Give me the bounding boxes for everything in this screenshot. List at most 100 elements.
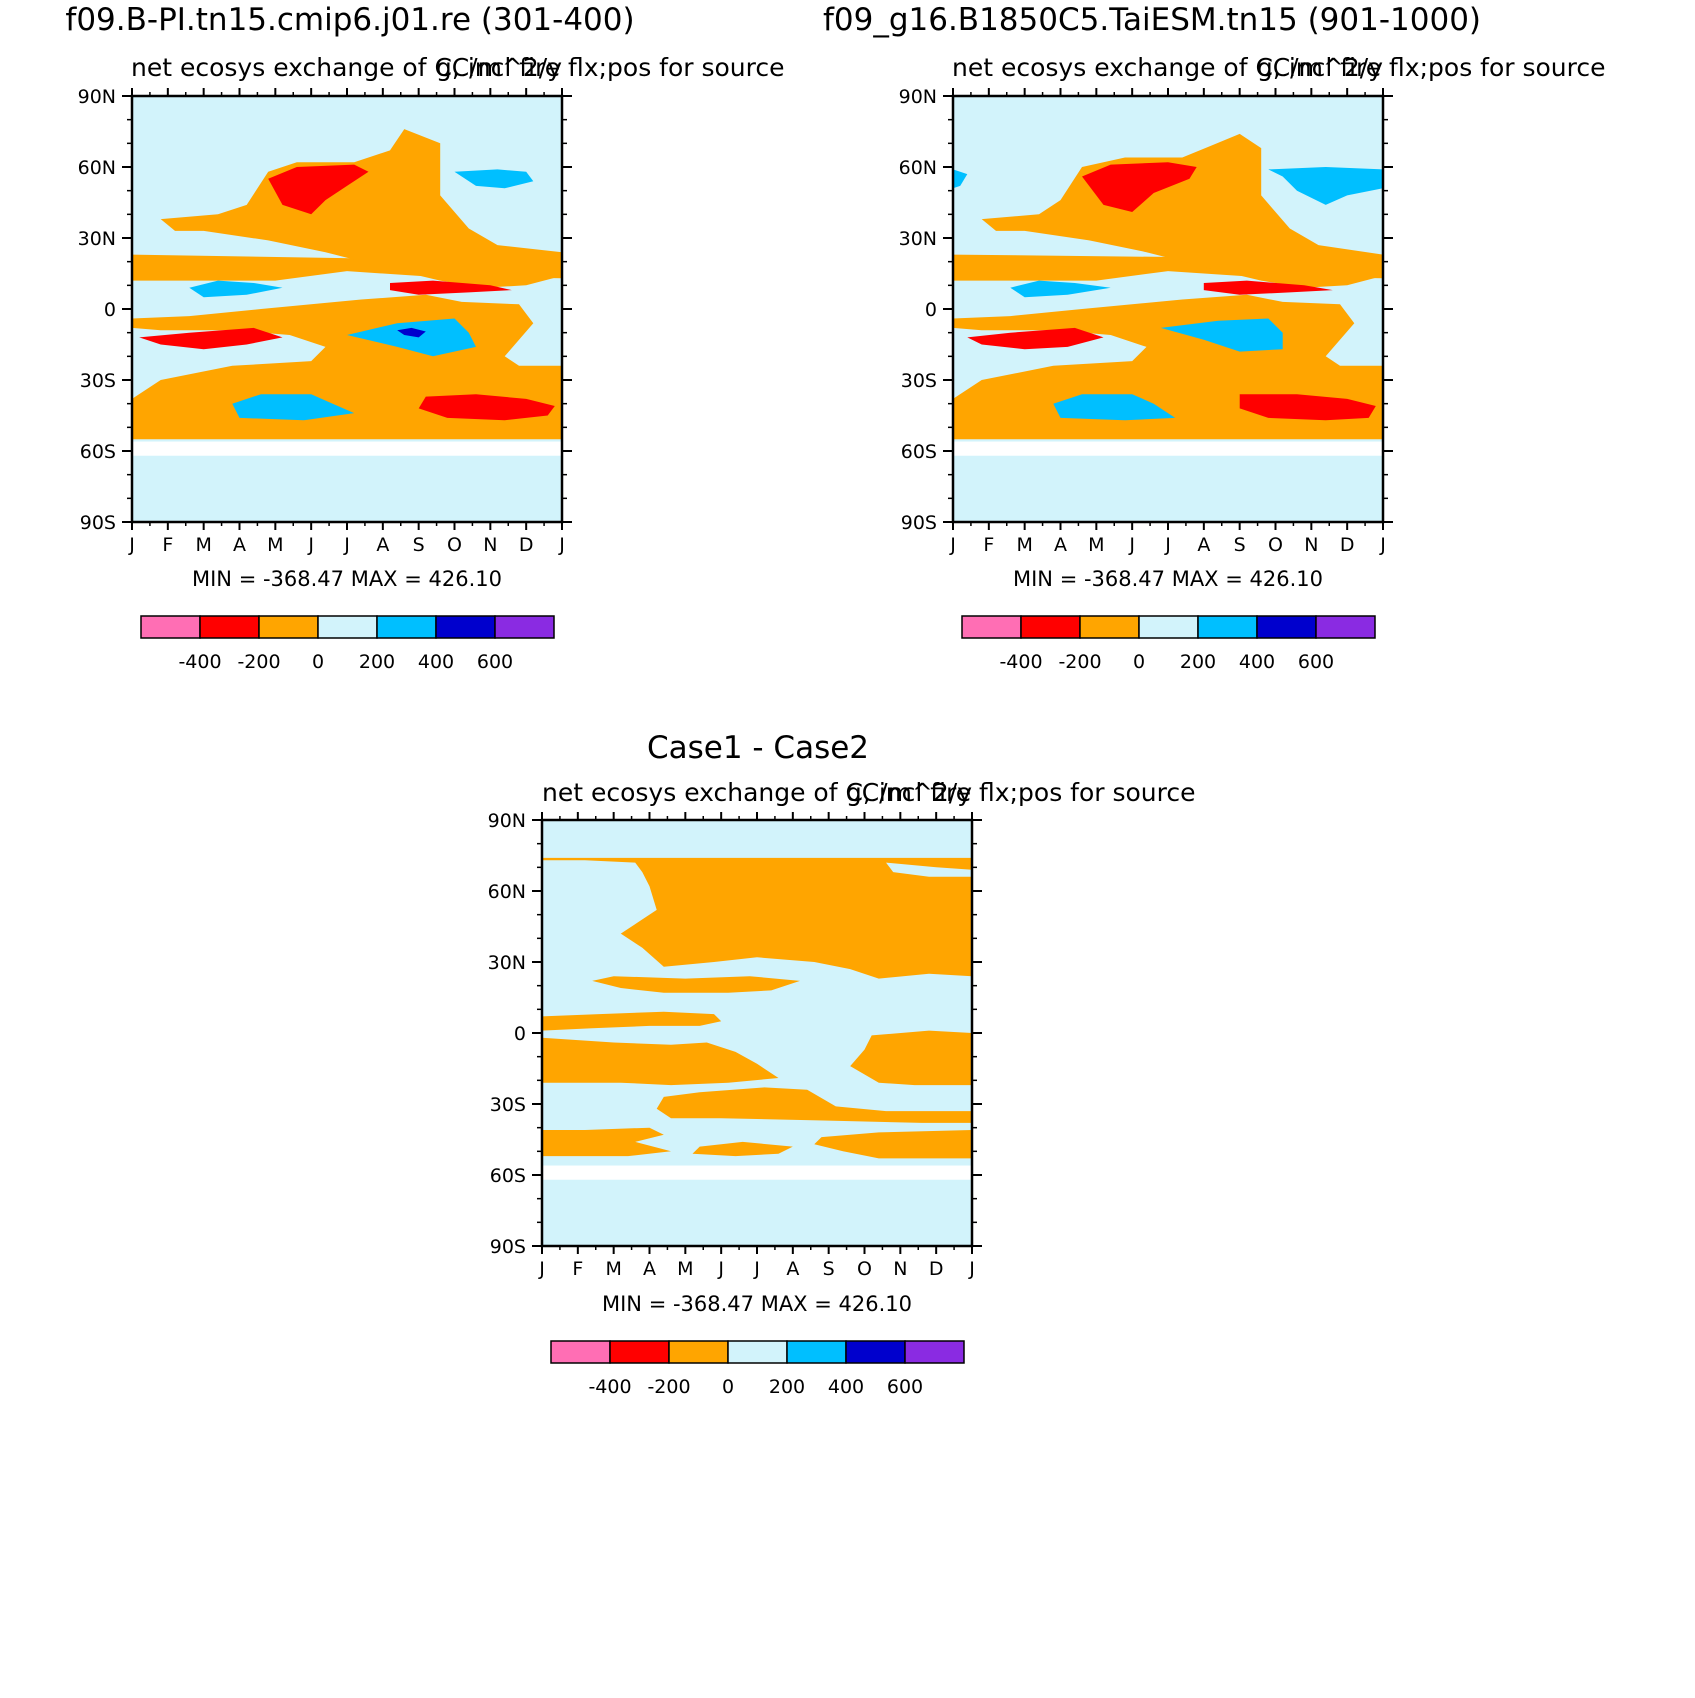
colorbar-swatch: [435, 615, 496, 639]
y-tick-label: 90N: [899, 86, 937, 108]
colorbar-label: 400: [1239, 651, 1275, 673]
variable-long-name: net ecosys exchange of C, incl fire flx;…: [542, 778, 1196, 807]
y-tick-label: 0: [514, 1023, 526, 1045]
x-tick-label: J: [1164, 534, 1171, 556]
contour-region: [886, 862, 972, 877]
min-max-stats: MIN = -368.47 MAX = 426.10: [1013, 567, 1323, 591]
colorbar-label: 600: [477, 651, 513, 673]
x-tick-label: N: [1304, 534, 1318, 556]
colorbar-label: 0: [312, 651, 324, 673]
panel-title: f09.B-PI.tn15.cmip6.j01.re (301-400): [65, 2, 634, 38]
y-tick-label: 0: [925, 299, 937, 321]
x-tick-label: M: [195, 534, 211, 556]
colorbar-label: 200: [769, 1376, 805, 1398]
variable-long-name: net ecosys exchange of C, incl fire flx;…: [131, 53, 785, 82]
colorbar-label: -200: [237, 651, 280, 673]
x-tick-label: D: [519, 534, 534, 556]
x-tick-label: S: [823, 1258, 835, 1280]
colorbar-label: 600: [887, 1376, 923, 1398]
contour-region: [1268, 167, 1383, 205]
x-tick-label: S: [413, 534, 425, 556]
x-tick-label: O: [1268, 534, 1283, 556]
panel-difference: Case1 - Case2 net ecosys exchange of C, …: [488, 730, 1196, 1398]
x-tick-label: J: [128, 534, 135, 556]
x-tick-label: F: [162, 534, 173, 556]
contour-region: [542, 1011, 722, 1031]
x-tick-label: O: [447, 534, 462, 556]
panel-case1: f09.B-PI.tn15.cmip6.j01.re (301-400) net…: [65, 2, 784, 673]
contour-region: [232, 394, 355, 421]
missing-data-band: [953, 441, 1383, 456]
colorbar-label: -400: [999, 651, 1042, 673]
contour-region: [542, 1037, 779, 1086]
panel-case2: f09_g16.B1850C5.TaiESM.tn15 (901-1000) n…: [823, 2, 1606, 673]
contour-region: [542, 895, 636, 939]
panel-title: f09_g16.B1850C5.TaiESM.tn15 (901-1000): [823, 2, 1481, 38]
contour-region: [268, 164, 369, 215]
y-tick-label: 30S: [80, 370, 116, 392]
x-tick-label: J: [717, 1258, 724, 1280]
y-tick-label: 60N: [488, 881, 526, 903]
colorbar-label: 200: [359, 651, 395, 673]
colorbar: -400 -200 0 200 400 600: [550, 1340, 965, 1398]
contour-region: [981, 133, 1383, 288]
colorbar-swatch: [140, 615, 201, 639]
x-tick-label: F: [572, 1258, 583, 1280]
contour-region: [542, 1127, 671, 1157]
contour-region: [814, 1130, 972, 1159]
y-tick-label: 90S: [490, 1236, 526, 1258]
colorbar-swatch: [609, 1340, 670, 1364]
x-tick-label: M: [605, 1258, 621, 1280]
colorbar-label: -400: [178, 651, 221, 673]
y-tick-label: 0: [104, 299, 116, 321]
contour-region: [967, 327, 1104, 350]
x-tick-label: J: [949, 534, 956, 556]
colorbar: -400 -200 0 200 400 600: [961, 615, 1376, 673]
colorbar-swatch: [904, 1340, 965, 1364]
contour-region: [1053, 394, 1176, 421]
x-tick-label: A: [233, 534, 246, 556]
y-tick-label: 60N: [78, 157, 116, 179]
colorbar-swatch: [1197, 615, 1258, 639]
y-tick-label: 30N: [488, 952, 526, 974]
colorbar-label: -200: [647, 1376, 690, 1398]
y-tick-label: 60S: [490, 1165, 526, 1187]
y-tick-label: 60S: [80, 441, 116, 463]
colorbar-label: -400: [588, 1376, 631, 1398]
missing-data-band: [132, 441, 562, 456]
x-tick-label: A: [1197, 534, 1210, 556]
missing-data-band: [542, 1165, 972, 1180]
colorbar-swatch: [258, 615, 319, 639]
x-tick-label: S: [1234, 534, 1246, 556]
x-tick-label: O: [857, 1258, 872, 1280]
x-tick-label: N: [893, 1258, 907, 1280]
y-tick-label: 90N: [488, 810, 526, 832]
contour-region: [656, 1087, 972, 1123]
x-tick-label: D: [1340, 534, 1355, 556]
x-tick-label: M: [267, 534, 283, 556]
colorbar-swatch: [494, 615, 555, 639]
x-tick-label: D: [929, 1258, 944, 1280]
contour-region: [1010, 280, 1111, 298]
colorbar-label: 200: [1180, 651, 1216, 673]
x-tick-label: A: [1054, 534, 1067, 556]
y-tick-label: 90S: [901, 512, 937, 534]
x-tick-label: A: [786, 1258, 799, 1280]
contour-region: [1082, 162, 1197, 212]
y-tick-label: 90N: [78, 86, 116, 108]
x-tick-label: J: [307, 534, 314, 556]
x-tick-label: M: [1088, 534, 1104, 556]
contour-region: [397, 327, 426, 338]
variable-units: gC/m^2/y: [1257, 53, 1383, 82]
x-tick-label: A: [376, 534, 389, 556]
x-tick-label: M: [1016, 534, 1032, 556]
contour-region: [1203, 280, 1333, 295]
colorbar-swatch: [1138, 615, 1199, 639]
colorbar-swatch: [668, 1340, 729, 1364]
contour-region: [418, 394, 555, 421]
contour-region: [1239, 394, 1376, 421]
contour-region: [160, 129, 562, 288]
y-tick-label: 30S: [490, 1094, 526, 1116]
